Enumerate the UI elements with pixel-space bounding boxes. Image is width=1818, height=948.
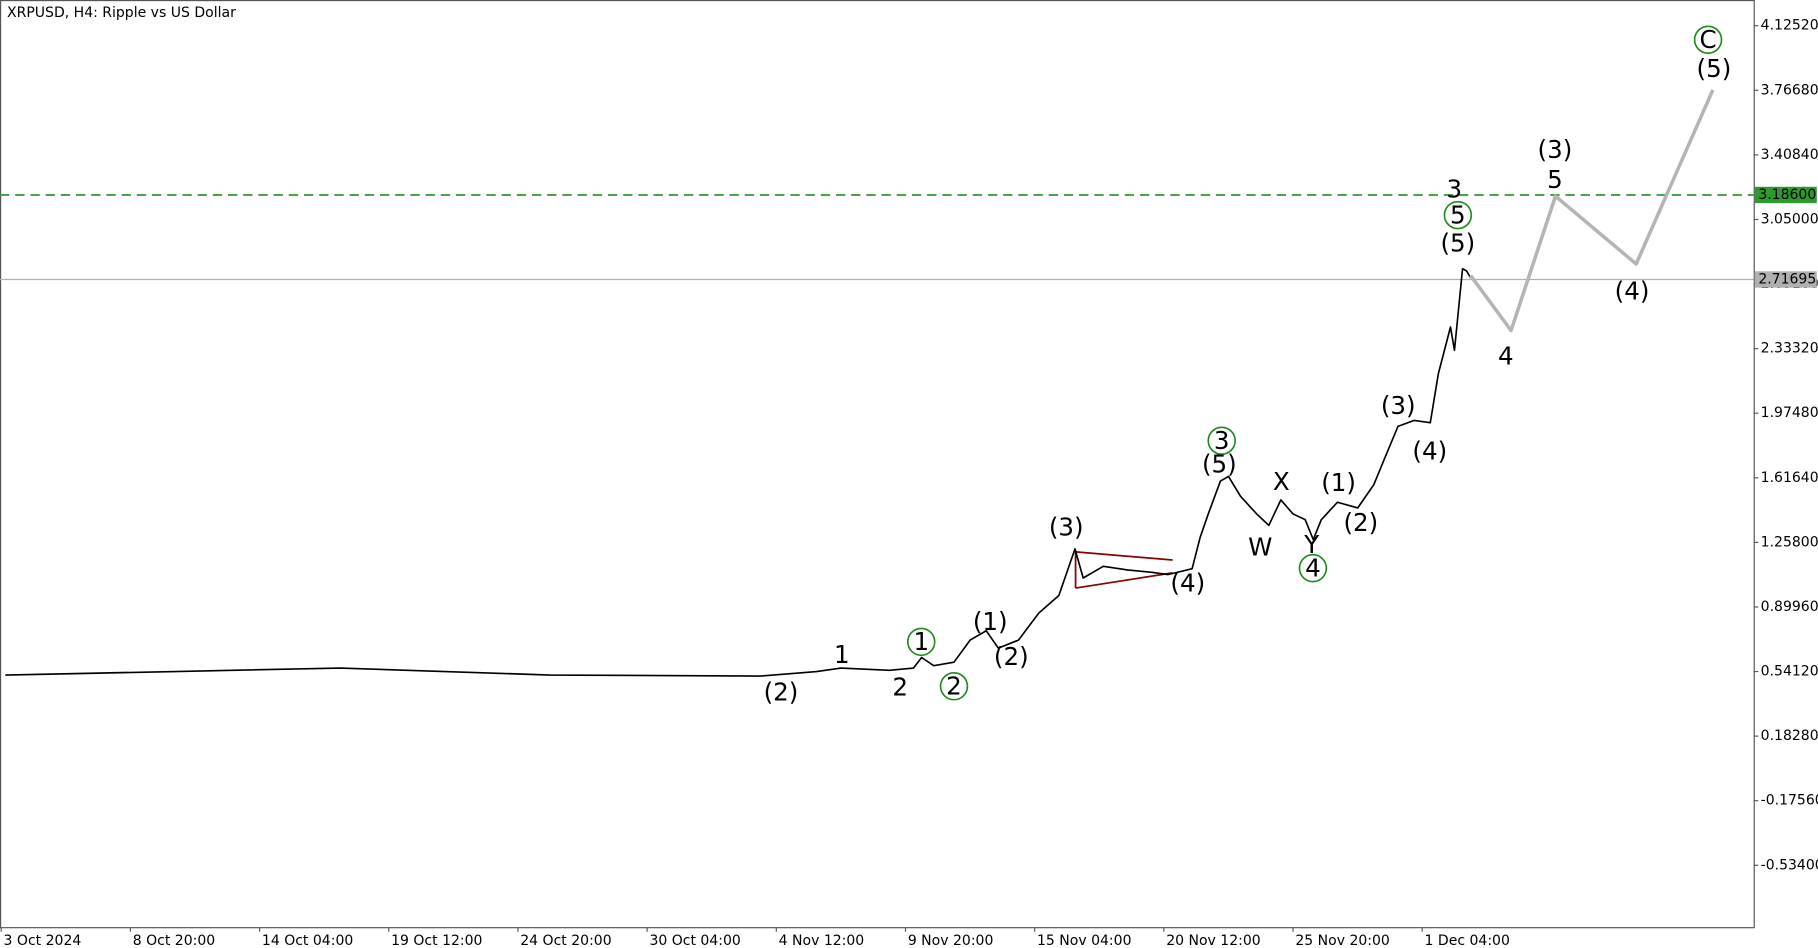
wave-label: C xyxy=(1699,25,1716,54)
wave-label: 4 xyxy=(1305,553,1321,582)
wave-label: (1) xyxy=(973,607,1008,636)
price-line xyxy=(5,267,1472,677)
price-line xyxy=(1469,89,1715,333)
wave-label: (3) xyxy=(1381,391,1416,420)
y-tick-label: 0.18280 xyxy=(1761,728,1818,744)
wave-circle xyxy=(1298,553,1328,583)
y-tick-label: 3.40840 xyxy=(1761,147,1818,163)
triangle-line xyxy=(1075,571,1173,589)
x-tick-label: 25 Nov 20:00 xyxy=(1295,933,1390,948)
level-label: 2.71695 xyxy=(1758,271,1816,287)
wave-label: (3) xyxy=(1049,512,1084,541)
wave-label: 3 xyxy=(1447,175,1463,204)
x-tick-label: 24 Oct 20:00 xyxy=(520,933,611,948)
wave-label: (5) xyxy=(1202,449,1237,478)
x-tick-label: 1 Dec 04:00 xyxy=(1425,933,1510,948)
wave-label: 3 xyxy=(1214,426,1230,455)
x-tick-label: 9 Nov 20:00 xyxy=(908,933,994,948)
wave-label: (1) xyxy=(1321,468,1356,497)
wave-label: Y xyxy=(1303,530,1320,559)
wave-label: (5) xyxy=(1697,54,1732,83)
level-label-box xyxy=(1754,271,1817,288)
y-tick-label: 1.61640 xyxy=(1761,470,1818,486)
y-tick-label: 1.25800 xyxy=(1761,534,1818,550)
wave-label: 5 xyxy=(1450,200,1466,229)
y-tick-label: 2.33320 xyxy=(1761,341,1818,357)
wave-circle xyxy=(939,671,969,701)
level-label: 3.18600 xyxy=(1758,187,1816,203)
wave-label: (2) xyxy=(1343,508,1378,537)
wave-label: 2 xyxy=(946,671,962,700)
wave-label: 2 xyxy=(892,673,908,702)
wave-label: X xyxy=(1273,467,1290,496)
x-tick-label: 4 Nov 12:00 xyxy=(779,933,865,948)
y-tick-label: 1.97480 xyxy=(1761,405,1818,421)
wave-label: 1 xyxy=(834,640,850,669)
x-tick-label: 3 Oct 2024 xyxy=(4,933,82,948)
wave-label: 1 xyxy=(913,627,929,656)
wave-label: (2) xyxy=(764,677,799,706)
y-tick-label: 3.05000 xyxy=(1761,211,1818,227)
wave-label: (4) xyxy=(1170,569,1205,598)
wave-label: (4) xyxy=(1615,276,1650,305)
chart-title: XRPUSD, H4: Ripple vs US Dollar xyxy=(7,5,236,21)
wave-label: (3) xyxy=(1538,135,1573,164)
x-tick-label: 19 Oct 12:00 xyxy=(391,933,482,948)
x-tick-label: 20 Nov 12:00 xyxy=(1166,933,1261,948)
wave-circle xyxy=(1443,200,1473,230)
level-label-box xyxy=(1754,186,1817,204)
x-tick-label: 30 Oct 04:00 xyxy=(649,933,740,948)
y-tick-label: -0.17560 xyxy=(1761,793,1818,809)
wave-circle xyxy=(1693,25,1723,55)
wave-label: 4 xyxy=(1498,342,1514,371)
plot-frame xyxy=(0,0,1755,929)
y-tick-label: 0.89960 xyxy=(1761,599,1818,615)
triangle xyxy=(1074,550,1173,589)
x-tick-label: 8 Oct 20:00 xyxy=(133,933,215,948)
wave-label: (2) xyxy=(994,642,1029,671)
y-tick-label: 0.54120 xyxy=(1761,664,1818,680)
wave-label: (4) xyxy=(1412,436,1447,465)
wave-label: 5 xyxy=(1547,165,1563,194)
x-tick-label: 14 Oct 04:00 xyxy=(262,933,353,948)
wave-circle xyxy=(906,627,936,657)
wave-circle xyxy=(1207,426,1236,456)
wave-label: W xyxy=(1248,532,1272,561)
y-tick-label: 4.12520 xyxy=(1761,18,1818,34)
wave-label: (5) xyxy=(1440,228,1475,257)
triangle-line xyxy=(1075,550,1173,561)
y-tick-label: 3.76680 xyxy=(1761,82,1818,98)
y-tick-label: -0.53400 xyxy=(1761,857,1818,873)
x-tick-label: 15 Nov 04:00 xyxy=(1037,933,1132,948)
